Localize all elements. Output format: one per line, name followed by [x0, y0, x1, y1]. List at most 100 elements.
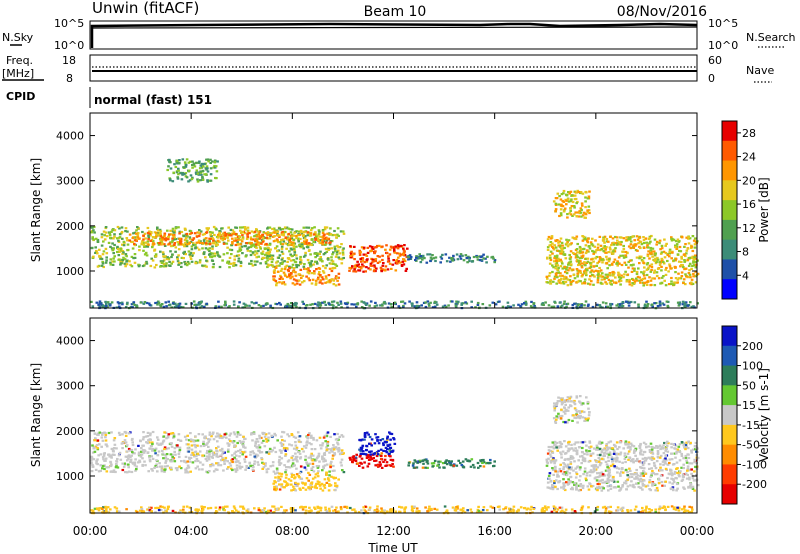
heatmap-cell: [661, 259, 664, 262]
heatmap-cell: [219, 464, 223, 467]
heatmap-cell: [386, 439, 389, 442]
heatmap-cell: [546, 248, 550, 251]
heatmap-cell: [292, 302, 295, 306]
heatmap-cell: [471, 463, 475, 467]
heatmap-cell: [156, 438, 160, 441]
heatmap-cell: [348, 456, 352, 459]
heatmap-cell: [169, 466, 173, 469]
heatmap-cell: [626, 471, 629, 474]
heatmap-cell: [562, 280, 565, 283]
heatmap-cell: [666, 300, 670, 303]
heatmap-cell: [368, 304, 371, 307]
heatmap-cell: [676, 278, 680, 281]
heatmap-cell: [666, 304, 670, 307]
heatmap-cell: [325, 237, 329, 240]
heatmap-cell: [116, 225, 120, 229]
heatmap-cell: [317, 465, 321, 468]
heatmap-cell: [660, 265, 663, 268]
heatmap-cell: [164, 255, 167, 258]
heatmap-cell: [241, 237, 245, 240]
heatmap-cell: [693, 470, 696, 473]
heatmap-cell: [185, 264, 189, 267]
heatmap-cell: [444, 253, 448, 256]
heatmap-cell: [231, 240, 234, 244]
heatmap-cell: [362, 270, 365, 273]
heatmap-cell: [568, 279, 572, 282]
heatmap-cell: [420, 256, 424, 259]
heatmap-cell: [197, 248, 201, 251]
heatmap-cell: [688, 476, 691, 479]
heatmap-cell: [173, 447, 177, 450]
heatmap-cell: [659, 463, 662, 466]
heatmap-cell: [375, 304, 379, 307]
heatmap-cell: [189, 438, 193, 441]
heatmap-cell: [265, 252, 268, 255]
heatmap-cell: [570, 205, 574, 208]
heatmap-cell: [99, 464, 102, 467]
heatmap-cell: [597, 275, 600, 278]
heatmap-cell: [333, 247, 337, 250]
heatmap-cell: [126, 455, 129, 459]
heatmap-cell: [207, 160, 210, 163]
heatmap-cell: [625, 238, 629, 241]
heatmap-cell: [167, 238, 170, 241]
heatmap-cell: [373, 305, 377, 308]
heatmap-cell: [142, 238, 145, 241]
heatmap-cell: [113, 260, 116, 263]
heatmap-cell: [591, 471, 594, 474]
heatmap-cell: [565, 193, 568, 196]
heatmap-cell: [666, 259, 669, 263]
heatmap-cell: [637, 303, 640, 306]
heatmap-cell: [208, 470, 211, 473]
heatmap-cell: [651, 455, 654, 459]
heatmap-cell: [299, 488, 302, 491]
heatmap-cell: [556, 305, 560, 308]
heatmap-cell: [304, 254, 307, 257]
heatmap-cell: [310, 435, 313, 438]
heatmap-cell: [237, 460, 240, 463]
heatmap-cell: [612, 449, 616, 452]
heatmap-cell: [321, 265, 325, 268]
heatmap-cell: [133, 452, 136, 455]
heatmap-cell: [569, 275, 572, 278]
heatmap-cell: [386, 260, 390, 263]
heatmap-cell: [295, 237, 298, 240]
heatmap-cell: [168, 177, 172, 181]
heatmap-cell: [426, 459, 429, 463]
heatmap-cell: [341, 253, 345, 256]
heatmap-cell: [250, 301, 254, 304]
heatmap-cell: [207, 242, 210, 245]
heatmap-cell: [111, 228, 115, 231]
heatmap-cell: [611, 271, 614, 274]
heatmap-cell: [179, 467, 183, 470]
heatmap-cell: [201, 233, 205, 236]
heatmap-cell: [560, 260, 563, 263]
heatmap-cell: [576, 272, 579, 275]
heatmap-cell: [584, 272, 588, 275]
heatmap-cell: [232, 232, 235, 235]
heatmap-cell: [198, 241, 202, 245]
heatmap-cell: [123, 439, 127, 442]
heatmap-cell: [319, 250, 322, 253]
heatmap-cell: [292, 245, 296, 248]
heatmap-cell: [263, 435, 267, 438]
heatmap-cell: [678, 240, 681, 243]
heatmap-cell: [236, 431, 240, 434]
heatmap-cell: [673, 470, 677, 474]
heatmap-cell: [270, 260, 274, 264]
heatmap-cell: [179, 305, 183, 309]
heatmap-cell: [596, 243, 600, 246]
heatmap-cell: [664, 284, 668, 287]
heatmap-cell: [171, 302, 175, 305]
heatmap-cell: [141, 230, 144, 234]
heatmap-cell: [382, 262, 385, 265]
heatmap-cell: [623, 273, 626, 276]
heatmap-cell: [107, 431, 111, 435]
heatmap-cell: [273, 229, 276, 232]
heatmap-cell: [576, 304, 580, 307]
heatmap-cell: [270, 434, 273, 437]
heatmap-cell: [281, 430, 284, 434]
heatmap-cell: [208, 433, 212, 436]
heatmap-cell: [228, 266, 231, 269]
heatmap-cell: [210, 435, 213, 438]
